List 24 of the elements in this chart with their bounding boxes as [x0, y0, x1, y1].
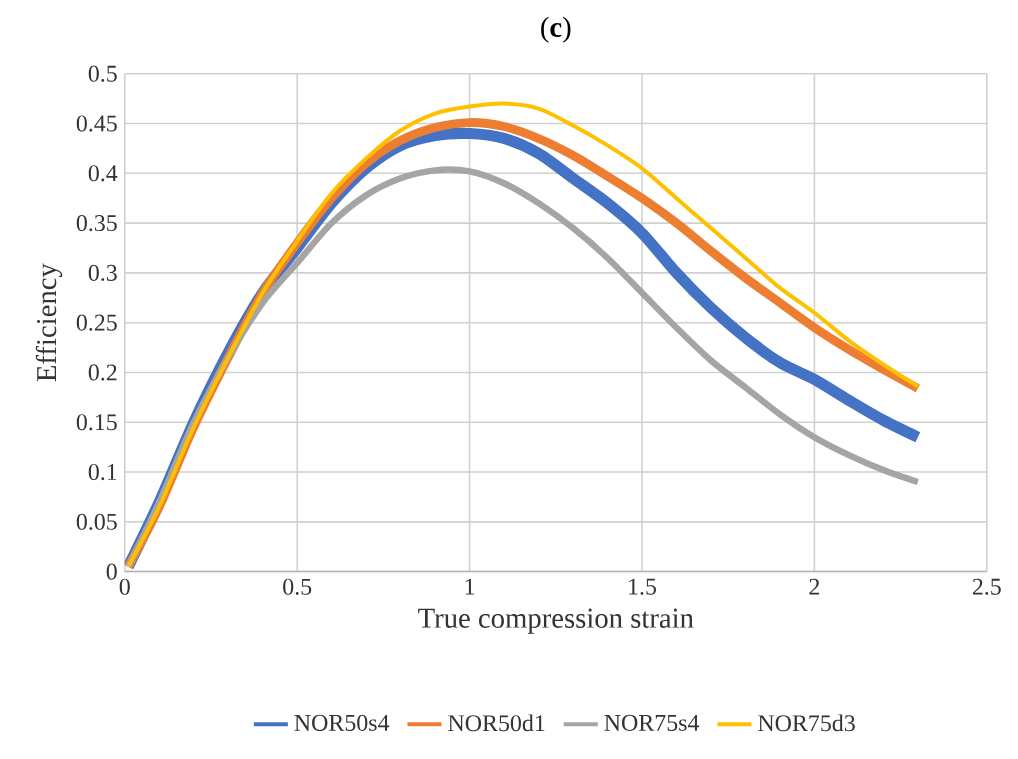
y-axis-title: Efficiency — [35, 263, 63, 382]
y-tick-label: 0.4 — [88, 165, 118, 182]
y-tick-label: 0.05 — [76, 513, 117, 531]
x-axis-title: True compression strain — [418, 608, 694, 634]
y-tick-label: 0.45 — [76, 115, 117, 132]
y-tick-label: 0.3 — [88, 264, 117, 282]
legend-label: NOR75s4 — [604, 714, 700, 731]
y-tick-label: 0.15 — [76, 414, 117, 431]
y-tick-label: 0.25 — [76, 314, 117, 331]
y-tick-label: 0.1 — [88, 464, 117, 481]
x-tick-label: 1.5 — [629, 578, 657, 595]
legend-label: NOR75d3 — [758, 714, 855, 732]
x-tick-label: 2 — [809, 578, 820, 595]
x-tick-label: 1 — [465, 578, 475, 595]
chart-title: (c) — [541, 16, 571, 43]
y-tick-label: 0 — [106, 563, 117, 580]
x-tick-label: 0.5 — [283, 578, 312, 596]
y-tick-label: 0.2 — [88, 364, 117, 381]
y-tick-label: 0.35 — [76, 215, 117, 232]
x-tick-label: 2.5 — [972, 578, 1001, 595]
x-tick-label: 0 — [119, 578, 130, 595]
legend-label: NOR50s4 — [294, 714, 390, 732]
y-tick-label: 0.5 — [88, 65, 117, 82]
legend-label: NOR50d1 — [448, 714, 545, 732]
